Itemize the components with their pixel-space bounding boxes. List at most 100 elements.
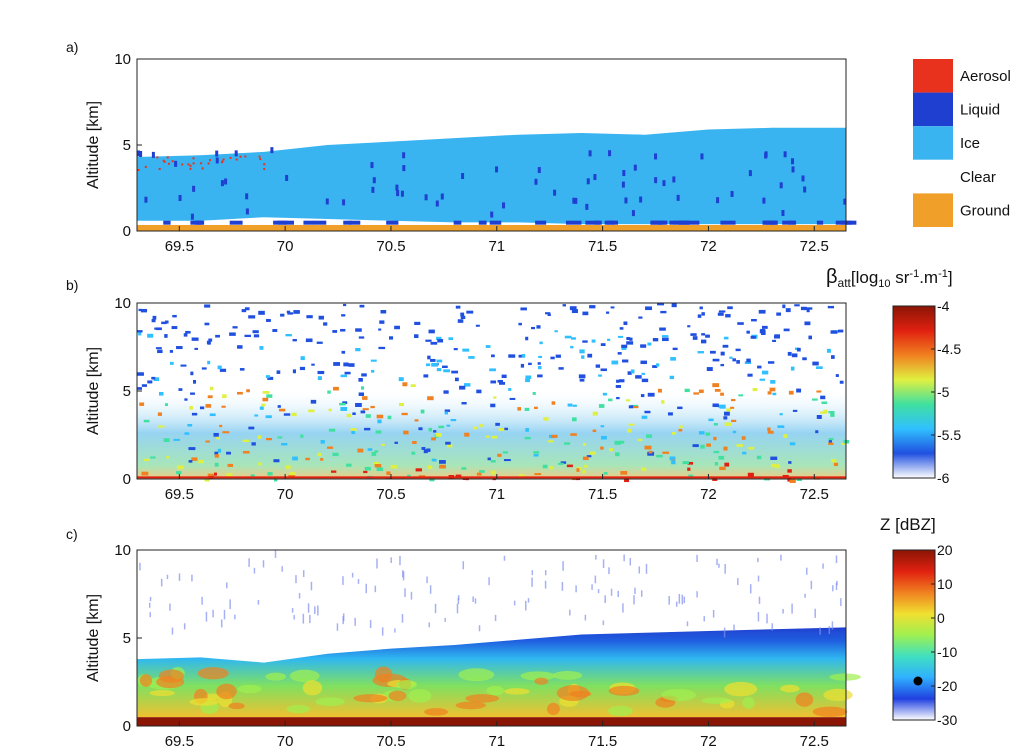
reflectivity-pixel [544, 570, 547, 576]
backscatter-pixel [570, 345, 574, 349]
backscatter-pixel [178, 388, 183, 391]
colorbar-tick-label: -10 [937, 644, 957, 660]
reflectivity-pixel [458, 668, 495, 682]
liquid-pixel [440, 193, 444, 200]
backscatter-pixel [537, 374, 543, 378]
backscatter-pixel [332, 452, 339, 457]
backscatter-pixel [788, 461, 792, 464]
backscatter-pixel [214, 462, 219, 467]
backscatter-pixel [752, 387, 758, 392]
backscatter-pixel [461, 467, 467, 470]
backscatter-pixel [292, 339, 297, 342]
reflectivity-pixel [733, 624, 735, 631]
backscatter-pixel [475, 324, 480, 327]
liquid-pixel [781, 210, 785, 217]
reflectivity-pixel [401, 614, 404, 623]
backscatter-pixel [509, 397, 516, 400]
backscatter-pixel [389, 336, 394, 340]
liquid-pixel [370, 162, 374, 169]
panel-a: a) 0 5 10 69.5 70 70.5 71 71.5 72 72.5 Altitude … [66, 39, 1011, 255]
reflectivity-pixel [608, 567, 610, 575]
aerosol-pixel [239, 155, 242, 158]
backscatter-pixel [750, 335, 756, 339]
backscatter-pixel [503, 427, 509, 431]
x-tick-label: 71.5 [588, 733, 617, 750]
backscatter-pixel [292, 456, 298, 461]
aerosol-pixel [258, 155, 261, 158]
reflectivity-pixel [810, 580, 813, 590]
backscatter-pixel [183, 333, 188, 337]
backscatter-pixel [344, 371, 351, 375]
backscatter-pixel [603, 472, 608, 475]
backscatter-pixel [346, 413, 352, 418]
backscatter-pixel [779, 413, 783, 416]
reflectivity-pixel [408, 689, 432, 703]
backscatter-pixel [138, 308, 142, 312]
backscatter-pixel [747, 373, 753, 377]
backscatter-pixel [446, 424, 451, 427]
backscatter-pixel [207, 360, 211, 365]
reflectivity-pixel [171, 627, 174, 635]
backscatter-pixel [550, 356, 555, 360]
backscatter-pixel [787, 469, 792, 473]
y-ticks-c: 0 5 10 [114, 542, 142, 735]
backscatter-pixel [586, 455, 592, 458]
backscatter-pixel [291, 412, 297, 417]
reflectivity-pixel [381, 627, 384, 636]
backscatter-pixel [802, 357, 807, 361]
backscatter-pixel [747, 472, 754, 477]
liquid-pixel [716, 197, 720, 204]
reflectivity-pixel [274, 550, 277, 558]
backscatter-pixel [841, 442, 846, 445]
liquid-pixel [593, 174, 597, 181]
backscatter-pixel [184, 398, 188, 401]
liquid-pixel [478, 220, 487, 225]
colorbar-ticks-c: 20 10 0 -10 -20 -30 [931, 542, 957, 728]
liquid-pixel [224, 178, 228, 185]
aerosol-pixel [189, 164, 192, 167]
reflectivity-pixel [426, 576, 428, 584]
backscatter-pixel [569, 306, 577, 311]
reflectivity-pixel [183, 623, 186, 630]
reflectivity-pixel [562, 561, 564, 571]
backscatter-pixel [567, 403, 573, 407]
backscatter-pixel [143, 458, 150, 462]
reflectivity-pixel [286, 704, 311, 714]
reflectivity-pixel [604, 595, 606, 603]
backscatter-pixel [670, 357, 676, 361]
reflectivity-pixel [342, 576, 344, 585]
backscatter-pixel [738, 394, 744, 397]
backscatter-pixel [390, 465, 398, 469]
backscatter-pixel [205, 440, 210, 443]
backscatter-pixel [378, 328, 382, 331]
backscatter-pixel [317, 452, 322, 457]
colorbar-ticks-b: -4 -4.5 -5 -5.5 -6 [931, 298, 961, 486]
backscatter-pixel [171, 326, 178, 330]
reflectivity-pixel [228, 702, 245, 710]
reflectivity-pixel [569, 690, 592, 698]
backscatter-pixel [359, 304, 365, 308]
backscatter-pixel [267, 472, 273, 476]
backscatter-pixel [375, 430, 382, 434]
reflectivity-pixel [205, 611, 208, 622]
backscatter-pixel [678, 425, 683, 429]
backscatter-pixel [373, 461, 380, 465]
backscatter-pixel [364, 466, 371, 471]
backscatter-pixel [835, 374, 839, 377]
backscatter-pixel [661, 335, 669, 338]
backscatter-pixel [423, 449, 428, 454]
backscatter-pixel [672, 347, 678, 351]
backscatter-pixel [451, 370, 459, 374]
backscatter-pixel [608, 398, 613, 402]
liquid-pixel [764, 151, 768, 158]
backscatter-pixel [339, 402, 346, 406]
backscatter-pixel [712, 403, 719, 408]
backscatter-pixel [592, 429, 597, 433]
reflectivity-pixel [139, 562, 141, 571]
liquid-pixel [495, 166, 499, 173]
backscatter-pixel [736, 444, 744, 447]
liquid-pixel [633, 164, 637, 171]
backscatter-pixel [430, 358, 436, 362]
reflectivity-pixel [169, 603, 171, 611]
backscatter-pixel [191, 337, 199, 341]
